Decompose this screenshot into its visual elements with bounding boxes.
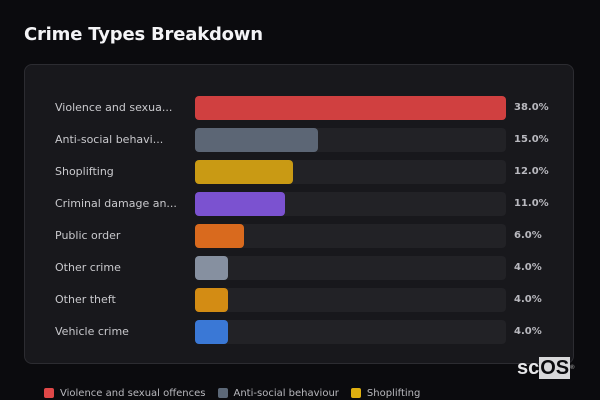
bar-row[interactable]: Public order 6.0% — [25, 224, 573, 248]
legend-swatch-icon — [350, 388, 361, 398]
bar-track — [195, 128, 506, 152]
bar-fill[interactable] — [195, 320, 228, 344]
bar-fill[interactable] — [195, 160, 294, 184]
bar-label: Violence and sexua... — [55, 101, 173, 114]
bar-label: Shoplifting — [55, 165, 114, 178]
chart-title: Crime Types Breakdown — [24, 24, 263, 45]
scos-logo: scOS® — [517, 357, 575, 379]
bar-track — [195, 256, 506, 280]
logo-boxed: OS — [539, 357, 571, 379]
legend-label: Violence and sexual offences — [60, 387, 206, 399]
bar-fill[interactable] — [195, 256, 228, 280]
bar-fill[interactable] — [195, 96, 506, 120]
bar-value: 11.0% — [514, 198, 549, 209]
bar-label: Other theft — [55, 293, 116, 306]
bar-label: Other crime — [55, 261, 121, 274]
logo-prefix: sc — [517, 357, 540, 379]
bar-track — [195, 96, 506, 120]
bar-label: Anti-social behavi... — [55, 133, 164, 146]
bar-row[interactable]: Shoplifting 12.0% — [25, 160, 573, 184]
bar-fill[interactable] — [195, 224, 245, 248]
bar-track — [195, 288, 506, 312]
bar-row[interactable]: Criminal damage an... 11.0% — [25, 192, 573, 216]
bar-row[interactable]: Other theft 4.0% — [25, 288, 573, 312]
legend-swatch-icon — [44, 388, 54, 398]
registered-mark: ® — [570, 365, 575, 371]
bar-row[interactable]: Violence and sexua... 38.0% — [25, 96, 573, 120]
legend-label: Shoplifting — [366, 387, 421, 399]
legend-item[interactable]: Violence and sexual offences — [44, 388, 206, 399]
bar-row[interactable]: Vehicle crime 4.0% — [25, 320, 573, 344]
bar-value: 15.0% — [514, 134, 549, 145]
bar-track — [195, 320, 506, 344]
bar-value: 4.0% — [514, 262, 542, 273]
bar-row[interactable]: Anti-social behavi... 15.0% — [25, 128, 573, 152]
bar-fill[interactable] — [195, 288, 228, 312]
legend-item[interactable]: Anti-social behaviour — [217, 387, 339, 399]
bar-label: Public order — [55, 229, 121, 242]
bar-track — [195, 160, 506, 184]
bar-label: Vehicle crime — [55, 325, 129, 338]
bar-label: Criminal damage an... — [55, 197, 177, 210]
chart-card: Violence and sexua... 38.0% Anti-social be… — [24, 64, 574, 364]
legend-item[interactable]: Shoplifting — [350, 387, 421, 399]
chart-legend: Violence and sexual offences Anti-social … — [44, 386, 420, 400]
bar-fill[interactable] — [195, 128, 318, 152]
bar-value: 12.0% — [514, 166, 549, 177]
bar-fill[interactable] — [195, 192, 286, 216]
bar-value: 6.0% — [514, 230, 542, 241]
bar-value: 38.0% — [514, 102, 549, 113]
bar-row[interactable]: Other crime 4.0% — [25, 256, 573, 280]
bar-track — [195, 192, 506, 216]
legend-label: Anti-social behaviour — [233, 387, 339, 399]
bar-track — [195, 224, 506, 248]
legend-swatch-icon — [217, 388, 228, 398]
bar-value: 4.0% — [514, 326, 542, 337]
bar-value: 4.0% — [514, 294, 542, 305]
